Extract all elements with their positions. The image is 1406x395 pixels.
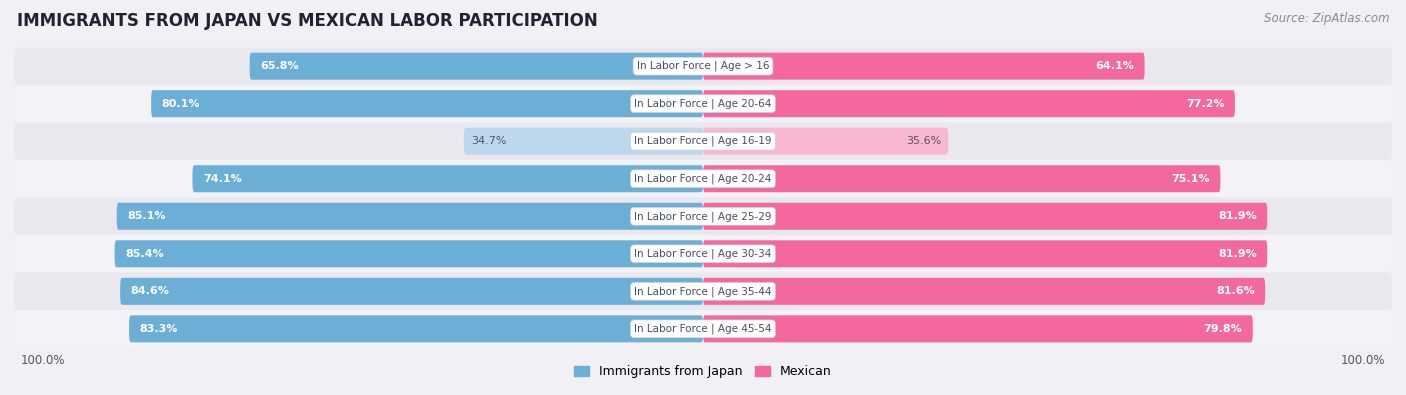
FancyBboxPatch shape [193,165,703,192]
FancyBboxPatch shape [250,53,703,80]
FancyBboxPatch shape [117,203,703,230]
FancyBboxPatch shape [703,315,1253,342]
Text: In Labor Force | Age > 16: In Labor Force | Age > 16 [637,61,769,71]
Text: In Labor Force | Age 25-29: In Labor Force | Age 25-29 [634,211,772,222]
Text: In Labor Force | Age 16-19: In Labor Force | Age 16-19 [634,136,772,147]
Text: 65.8%: 65.8% [260,61,298,71]
FancyBboxPatch shape [703,165,1220,192]
Text: In Labor Force | Age 35-44: In Labor Force | Age 35-44 [634,286,772,297]
Text: In Labor Force | Age 20-24: In Labor Force | Age 20-24 [634,173,772,184]
Text: In Labor Force | Age 30-34: In Labor Force | Age 30-34 [634,248,772,259]
Text: 74.1%: 74.1% [202,174,242,184]
Text: 81.9%: 81.9% [1218,211,1257,221]
Text: 75.1%: 75.1% [1171,174,1211,184]
FancyBboxPatch shape [703,90,1234,117]
FancyBboxPatch shape [703,240,1267,267]
FancyBboxPatch shape [14,235,1392,273]
FancyBboxPatch shape [14,160,1392,198]
Text: In Labor Force | Age 45-54: In Labor Force | Age 45-54 [634,324,772,334]
Text: 79.8%: 79.8% [1204,324,1243,334]
Text: 34.7%: 34.7% [471,136,506,146]
Text: 80.1%: 80.1% [162,99,200,109]
FancyBboxPatch shape [152,90,703,117]
FancyBboxPatch shape [464,128,703,155]
Text: 64.1%: 64.1% [1095,61,1135,71]
Text: 100.0%: 100.0% [21,354,66,367]
FancyBboxPatch shape [14,122,1392,160]
Text: Source: ZipAtlas.com: Source: ZipAtlas.com [1264,12,1389,25]
Text: 83.3%: 83.3% [139,324,177,334]
FancyBboxPatch shape [703,53,1144,80]
Legend: Immigrants from Japan, Mexican: Immigrants from Japan, Mexican [569,360,837,384]
FancyBboxPatch shape [703,203,1267,230]
Text: 100.0%: 100.0% [1340,354,1385,367]
Text: In Labor Force | Age 20-64: In Labor Force | Age 20-64 [634,98,772,109]
FancyBboxPatch shape [120,278,703,305]
FancyBboxPatch shape [14,47,1392,85]
FancyBboxPatch shape [703,128,948,155]
FancyBboxPatch shape [129,315,703,342]
FancyBboxPatch shape [115,240,703,267]
Text: 85.1%: 85.1% [127,211,166,221]
FancyBboxPatch shape [703,278,1265,305]
Text: 77.2%: 77.2% [1185,99,1225,109]
Text: 84.6%: 84.6% [131,286,169,296]
Text: 81.9%: 81.9% [1218,249,1257,259]
FancyBboxPatch shape [14,273,1392,310]
Text: 81.6%: 81.6% [1216,286,1254,296]
FancyBboxPatch shape [14,85,1392,122]
FancyBboxPatch shape [14,198,1392,235]
Text: IMMIGRANTS FROM JAPAN VS MEXICAN LABOR PARTICIPATION: IMMIGRANTS FROM JAPAN VS MEXICAN LABOR P… [17,12,598,30]
Text: 35.6%: 35.6% [905,136,942,146]
Text: 85.4%: 85.4% [125,249,163,259]
FancyBboxPatch shape [14,310,1392,348]
